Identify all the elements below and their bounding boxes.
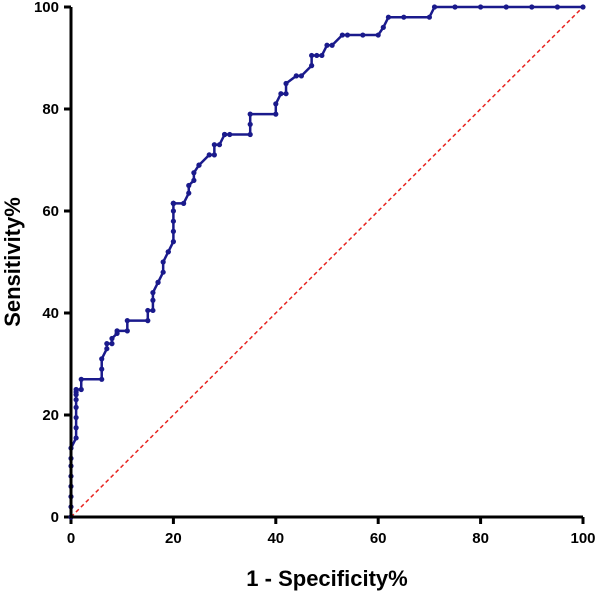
roc-curve-point	[73, 414, 79, 421]
plot-area	[68, 4, 586, 520]
roc-curve-point	[170, 200, 176, 206]
roc-curve-point	[124, 328, 130, 334]
roc-curve-point	[211, 152, 217, 158]
roc-curve-point	[401, 14, 407, 20]
roc-curve-point	[99, 366, 105, 372]
x-tick-label: 80	[472, 530, 489, 547]
roc-curve-point	[273, 101, 279, 107]
roc-curve-point	[109, 341, 115, 347]
y-tick-label: 100	[34, 0, 59, 16]
roc-curve-point	[554, 4, 561, 10]
roc-curve-point	[170, 228, 176, 234]
roc-curve-point	[109, 335, 115, 342]
y-tick-label: 80	[42, 101, 59, 118]
roc-curve-point	[150, 307, 156, 314]
roc-curve-point	[211, 142, 217, 148]
roc-curve-point	[186, 182, 192, 189]
roc-curve-point	[478, 4, 484, 10]
roc-curve-point	[104, 346, 110, 352]
roc-curve-point	[170, 208, 176, 214]
roc-curve-point	[278, 91, 284, 97]
roc-curve-point	[165, 249, 171, 255]
roc-curve-point	[529, 4, 535, 10]
roc-curve-point	[191, 170, 197, 176]
roc-curve-point	[150, 297, 156, 303]
roc-curve-point	[150, 290, 156, 296]
roc-curve-point	[309, 63, 315, 69]
y-tick-label: 40	[42, 305, 59, 322]
roc-curve-point	[503, 4, 509, 10]
roc-curve-point	[360, 32, 366, 38]
roc-curve-point	[314, 52, 320, 59]
roc-curve-point	[293, 73, 299, 79]
roc-curve-point	[206, 152, 212, 158]
roc-curve-point	[114, 328, 120, 334]
roc-curve-point	[99, 356, 105, 362]
roc-curve-point	[227, 131, 233, 138]
x-axis-ticks: 0 20 40 60 80 100	[67, 517, 596, 547]
roc-curve-point	[73, 404, 79, 410]
roc-curve-point	[339, 32, 345, 38]
roc-curve-point	[580, 4, 586, 10]
roc-curve-point	[324, 42, 330, 48]
x-tick-label: 60	[370, 530, 387, 547]
roc-curve-point	[191, 177, 197, 183]
y-axis-ticks: 0 20 40 60 80 100	[34, 0, 71, 526]
x-tick-label: 40	[267, 530, 284, 547]
y-tick-label: 60	[42, 203, 59, 220]
roc-curve-point	[99, 376, 105, 382]
roc-curve-point	[273, 111, 279, 117]
x-axis-title: 1 - Specificity%	[246, 566, 407, 591]
roc-curve-point	[160, 269, 166, 275]
roc-curve-point	[160, 259, 166, 265]
roc-curve-point	[247, 131, 253, 138]
roc-curve-point	[104, 341, 110, 347]
roc-curve-point	[124, 318, 130, 324]
roc-curve-point	[283, 91, 289, 97]
x-tick-label: 0	[67, 530, 75, 547]
roc-curve-point	[73, 397, 79, 403]
roc-curve-point	[145, 307, 151, 314]
roc-curve-point	[298, 73, 304, 79]
roc-curve-point	[344, 32, 351, 38]
x-tick-label: 100	[570, 530, 595, 547]
roc-curve-point	[78, 376, 84, 382]
roc-curve-point	[375, 32, 381, 38]
roc-curve-point	[385, 14, 392, 20]
reference-diagonal-line	[70, 6, 584, 518]
roc-curve-point	[247, 121, 253, 127]
roc-curve-point	[73, 425, 79, 431]
roc-curve-point	[186, 190, 192, 196]
y-axis-title: Sensitivity%	[0, 197, 25, 327]
roc-curve-point	[78, 386, 84, 393]
roc-curve-point	[309, 52, 315, 59]
roc-curve-point	[329, 42, 335, 48]
roc-curve-point	[222, 131, 228, 138]
roc-curve-point	[196, 162, 202, 168]
roc-curve-point	[170, 239, 176, 245]
roc-curve-point	[283, 80, 289, 87]
roc-curve-point	[380, 24, 386, 30]
roc-curve-point	[426, 14, 432, 20]
roc-curve-point	[73, 435, 79, 441]
roc-curve-point	[145, 318, 151, 324]
roc-curve-point	[170, 218, 176, 224]
y-tick-label: 0	[51, 509, 59, 526]
roc-curve-point	[155, 279, 161, 285]
y-tick-label: 20	[42, 407, 59, 424]
roc-curve-point	[181, 200, 187, 206]
roc-curve-point	[431, 4, 438, 10]
roc-curve-point	[247, 111, 253, 117]
roc-curve-point	[216, 142, 223, 148]
roc-curve-point	[319, 52, 325, 59]
roc-curve-point	[73, 386, 79, 393]
x-tick-label: 20	[165, 530, 182, 547]
roc-curve-point	[452, 4, 458, 10]
